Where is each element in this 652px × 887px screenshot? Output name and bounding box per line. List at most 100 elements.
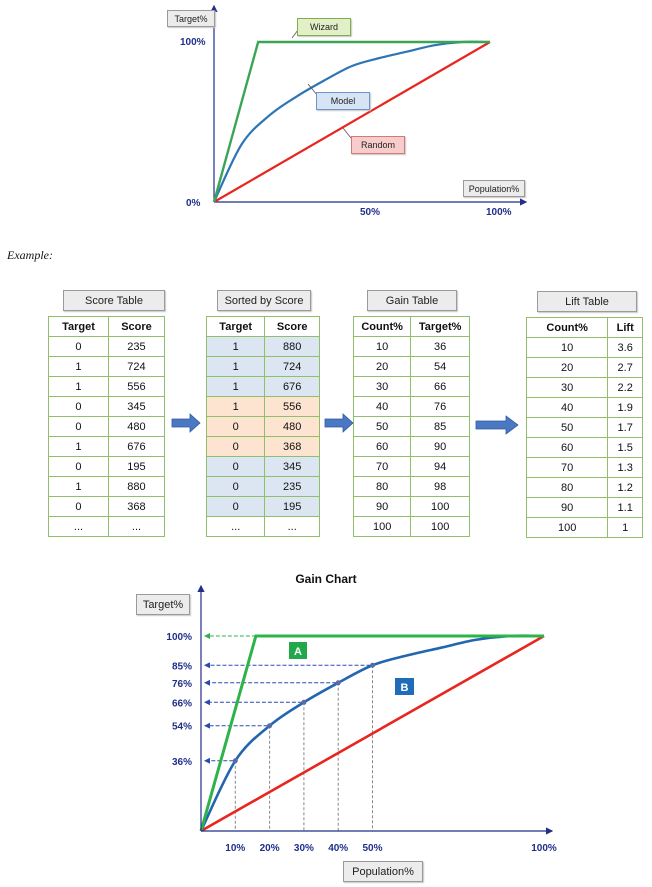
table-row: 90 100	[352, 496, 470, 517]
table-cell: 100	[352, 516, 412, 537]
score-table-title: Score Table	[63, 290, 165, 311]
table-cell: 1.3	[607, 457, 643, 478]
y-tick-label: 66%	[172, 698, 192, 709]
top-model-curve	[213, 40, 491, 203]
column-header: Lift	[607, 317, 643, 338]
y-tick-label: 76%	[172, 679, 192, 690]
table-row: 1 676	[205, 376, 320, 397]
column-header: Count%	[525, 317, 609, 338]
table-row: 30 66	[352, 376, 470, 397]
table-cell: 90	[352, 496, 412, 517]
table-cell: 40	[525, 397, 609, 418]
data-point	[370, 662, 375, 668]
table-row: 0 235	[205, 476, 320, 497]
table-cell: 0	[205, 496, 266, 517]
data-point	[232, 758, 238, 764]
column-header: Target%	[410, 316, 470, 337]
table-cell: 724	[264, 356, 320, 377]
gain-x-axis-label: Population%	[343, 861, 423, 882]
table-cell: 66	[410, 376, 470, 397]
table-cell: 1.5	[607, 437, 643, 458]
table-cell: 0	[205, 436, 266, 457]
table-cell: 1.9	[607, 397, 643, 418]
table-row: 0 345	[48, 396, 166, 417]
column-header: Target	[205, 316, 266, 337]
table-row: 0 480	[48, 416, 166, 437]
x-tick-label: 20%	[260, 843, 280, 854]
table-cell: 235	[107, 336, 166, 357]
table-row: 90 1.1	[525, 497, 643, 518]
table-cell: 100	[410, 516, 470, 537]
lift-table-title: Lift Table	[537, 291, 637, 312]
table-cell: 85	[410, 416, 470, 437]
table-header-row: Count% Lift	[525, 317, 643, 338]
table-row: 80 1.2	[525, 477, 643, 498]
region-b-label: B	[395, 678, 414, 695]
table-row: 10 36	[352, 336, 470, 357]
random-label: Random	[351, 136, 405, 154]
top-x-tick-50: 50%	[360, 207, 380, 218]
top-gain-chart: 100% 0% 50% 100%	[180, 4, 528, 218]
table-cell: 1.7	[607, 417, 643, 438]
table-cell: 195	[107, 456, 166, 477]
gain-table: Count% Target% 10 36 20 54 30 66 40 76 50 85 60 90 70 9…	[352, 316, 470, 537]
table-cell: 345	[264, 456, 320, 477]
data-point	[335, 680, 341, 686]
table-row: 0 345	[205, 456, 320, 477]
table-cell: 1.2	[607, 477, 643, 498]
table-cell: 100	[410, 496, 470, 517]
table-cell: 345	[107, 396, 166, 417]
table-cell: 2.7	[607, 357, 643, 378]
top-wizard-line	[212, 40, 490, 203]
model-label: Model	[316, 92, 370, 110]
table-cell: 1	[48, 476, 109, 497]
table-cell: ...	[48, 516, 109, 537]
sorted-table: Target Score 1 880 1 724 1 676 1 556 0 480 0 368 0 345 0…	[205, 316, 320, 537]
gain-chart-title: Gain Chart	[295, 572, 357, 586]
table-cell: 70	[352, 456, 412, 477]
table-cell: 0	[205, 416, 266, 437]
table-cell: 0	[205, 456, 266, 477]
table-row: 40 1.9	[525, 397, 643, 418]
table-cell: 195	[264, 496, 320, 517]
table-cell: 80	[525, 477, 609, 498]
data-point	[267, 723, 273, 729]
table-cell: 0	[48, 396, 109, 417]
table-row: 0 195	[205, 496, 320, 517]
example-label: Example:	[7, 248, 53, 262]
table-cell: 235	[264, 476, 320, 497]
table-cell: ...	[107, 516, 166, 537]
arrow-right-icon	[171, 413, 201, 433]
lift-table: Count% Lift 10 3.6 20 2.7 30 2.2 40 1.9 50 1.7 60 1.5…	[525, 317, 643, 538]
table-cell: 1	[205, 356, 266, 377]
table-cell: 90	[525, 497, 609, 518]
region-a-label: A	[289, 642, 307, 659]
x-tick-label: 40%	[328, 843, 348, 854]
x-tick-label: 100%	[531, 843, 557, 854]
top-random-line	[213, 41, 491, 203]
table-row: 0 235	[48, 336, 166, 357]
table-cell: 3.6	[607, 337, 643, 358]
table-cell: 1	[48, 376, 109, 397]
table-row: 60 1.5	[525, 437, 643, 458]
table-row: 0 195	[48, 456, 166, 477]
table-row: 1 724	[205, 356, 320, 377]
table-row: 0 480	[205, 416, 320, 437]
gain-table-title: Gain Table	[367, 290, 457, 311]
table-cell: 36	[410, 336, 470, 357]
table-cell: 40	[352, 396, 412, 417]
table-cell: 98	[410, 476, 470, 497]
table-cell: 90	[410, 436, 470, 457]
table-cell: 100	[525, 517, 609, 538]
table-cell: 54	[410, 356, 470, 377]
score-table: Target Score 0 235 1 724 1 556 0 345 0 480 1 676 0 195 1…	[48, 316, 166, 537]
table-cell: ...	[205, 516, 266, 537]
table-cell: 0	[205, 476, 266, 497]
arrow-right-icon	[475, 415, 519, 435]
table-cell: ...	[264, 516, 320, 537]
table-row: 50 1.7	[525, 417, 643, 438]
table-cell: 2.2	[607, 377, 643, 398]
table-cell: 0	[48, 456, 109, 477]
table-cell: 1	[205, 376, 266, 397]
table-cell: 30	[352, 376, 412, 397]
